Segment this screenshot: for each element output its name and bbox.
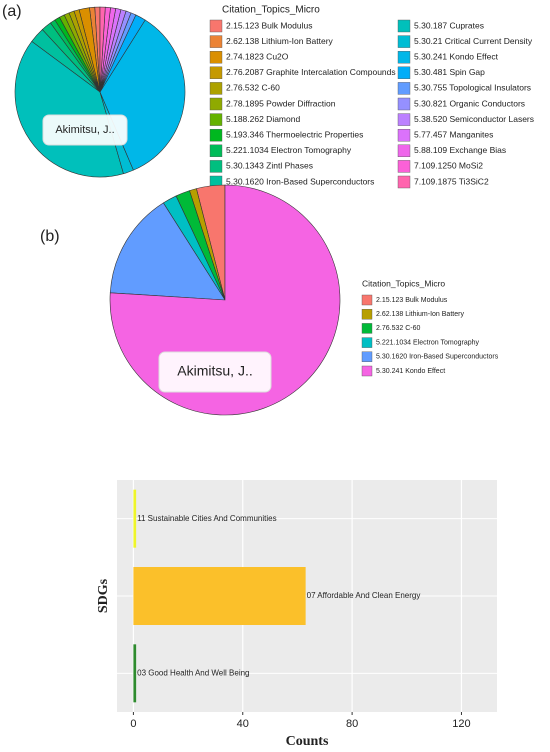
legend-label: 5.193.346 Thermoelectric Properties bbox=[226, 129, 363, 139]
legend-key bbox=[397, 160, 411, 173]
legend-label: 2.76.2087 Graphite Intercalation Compoun… bbox=[226, 67, 396, 77]
legend-key bbox=[209, 128, 223, 142]
legend-key bbox=[397, 51, 411, 64]
legend-label: 7.109.1875 Ti3SiC2 bbox=[414, 176, 489, 186]
legend-label: 5.30.821 Organic Conductors bbox=[414, 98, 525, 108]
legend-label: 5.221.1034 Electron Tomography bbox=[376, 339, 479, 346]
legend-key bbox=[209, 82, 223, 95]
legend-key bbox=[361, 309, 373, 320]
legend-label: 5.38.520 Semiconductor Lasers bbox=[414, 114, 534, 124]
bar bbox=[133, 489, 137, 548]
legend-label: 5.30.241 Kondo Effect bbox=[414, 51, 499, 61]
x-tick-label: 40 bbox=[237, 718, 249, 730]
legend-key bbox=[397, 144, 411, 158]
legend-key bbox=[209, 144, 223, 158]
legend-label: 5.77.457 Manganites bbox=[414, 129, 493, 139]
bar bbox=[133, 644, 137, 703]
legend-label: 2.76.532 C-60 bbox=[376, 325, 420, 332]
legend-title: Citation_Topics_Micro bbox=[222, 5, 320, 16]
legend-key bbox=[397, 113, 411, 126]
legend-key bbox=[397, 175, 411, 189]
legend-label: 2.15.123 Bulk Modulus bbox=[226, 20, 312, 30]
legend-label: 2.76.532 C-60 bbox=[226, 83, 280, 93]
legend-label: 5.188.262 Diamond bbox=[226, 114, 300, 124]
legend-key bbox=[209, 113, 223, 126]
legend-label: 5.30.241 Kondo Effect bbox=[376, 368, 445, 375]
legend-label: 2.62.138 Lithium-Ion Battery bbox=[226, 36, 334, 46]
label-box bbox=[42, 114, 128, 146]
label-box bbox=[158, 351, 272, 393]
legend-label: 2.15.123 Bulk Modulus bbox=[376, 297, 448, 304]
legend-label: 5.30.1343 Zintl Phases bbox=[226, 161, 313, 171]
legend-label: 7.109.1250 MoSi2 bbox=[414, 161, 483, 171]
pie-annotation: Akimitsu, J.. bbox=[177, 363, 252, 379]
legend-key bbox=[397, 66, 411, 80]
legend-title: Citation_Topics_Micro bbox=[362, 278, 445, 288]
legend-label: 5.30.481 Spin Gap bbox=[414, 67, 485, 77]
legend-label: 2.74.1823 Cu2O bbox=[226, 51, 289, 61]
legend-label: 5.30.755 Topological Insulators bbox=[414, 83, 531, 93]
pie-slice bbox=[99, 6, 106, 93]
legend-key bbox=[361, 337, 373, 348]
legend-key bbox=[361, 294, 373, 306]
legend-label: 5.221.1034 Electron Tomography bbox=[226, 145, 352, 155]
bar-label: 07 Affordable And Clean Energy bbox=[307, 591, 421, 600]
legend-label: 5.30.1620 Iron-Based Superconductors bbox=[226, 176, 374, 186]
bar-label: 03 Good Health And Well Being bbox=[137, 668, 249, 677]
legend-key bbox=[361, 351, 373, 362]
legend-label: 5.88.109 Exchange Bias bbox=[414, 145, 506, 155]
legend-key bbox=[209, 35, 223, 48]
x-tick-label: 0 bbox=[130, 718, 136, 730]
legend-key bbox=[361, 365, 373, 377]
legend-key bbox=[397, 82, 411, 95]
legend-label: 2.62.138 Lithium-Ion Battery bbox=[376, 311, 464, 318]
legend-key bbox=[209, 66, 223, 80]
legend-label: 2.78.1895 Powder Diffraction bbox=[226, 98, 336, 108]
legend-key bbox=[209, 19, 223, 33]
y-axis-title: SDGs bbox=[96, 578, 111, 613]
pie-annotation: Akimitsu, J.. bbox=[55, 124, 114, 136]
x-tick-label: 120 bbox=[452, 718, 470, 730]
legend-key bbox=[397, 19, 411, 33]
legend-key bbox=[361, 323, 373, 334]
bar-label: 11 Sustainable Cities And Communities bbox=[137, 514, 276, 523]
panel-label: (a) bbox=[2, 3, 22, 20]
legend-label: 5.30.1620 Iron-Based Superconductors bbox=[376, 354, 499, 361]
panel-label: (b) bbox=[40, 228, 60, 245]
bar bbox=[133, 567, 306, 625]
pie-slice bbox=[109, 202, 226, 301]
x-tick-label: 80 bbox=[346, 718, 358, 730]
legend-key bbox=[397, 35, 411, 48]
legend-key bbox=[397, 128, 411, 142]
legend-key bbox=[397, 97, 411, 111]
x-axis-title: Counts bbox=[286, 734, 329, 749]
legend-key bbox=[209, 160, 223, 173]
legend-key bbox=[209, 51, 223, 64]
legend-label: 5.30.187 Cuprates bbox=[414, 20, 484, 30]
legend-key bbox=[209, 97, 223, 111]
legend-label: 5.30.21 Critical Current Density bbox=[414, 36, 533, 46]
